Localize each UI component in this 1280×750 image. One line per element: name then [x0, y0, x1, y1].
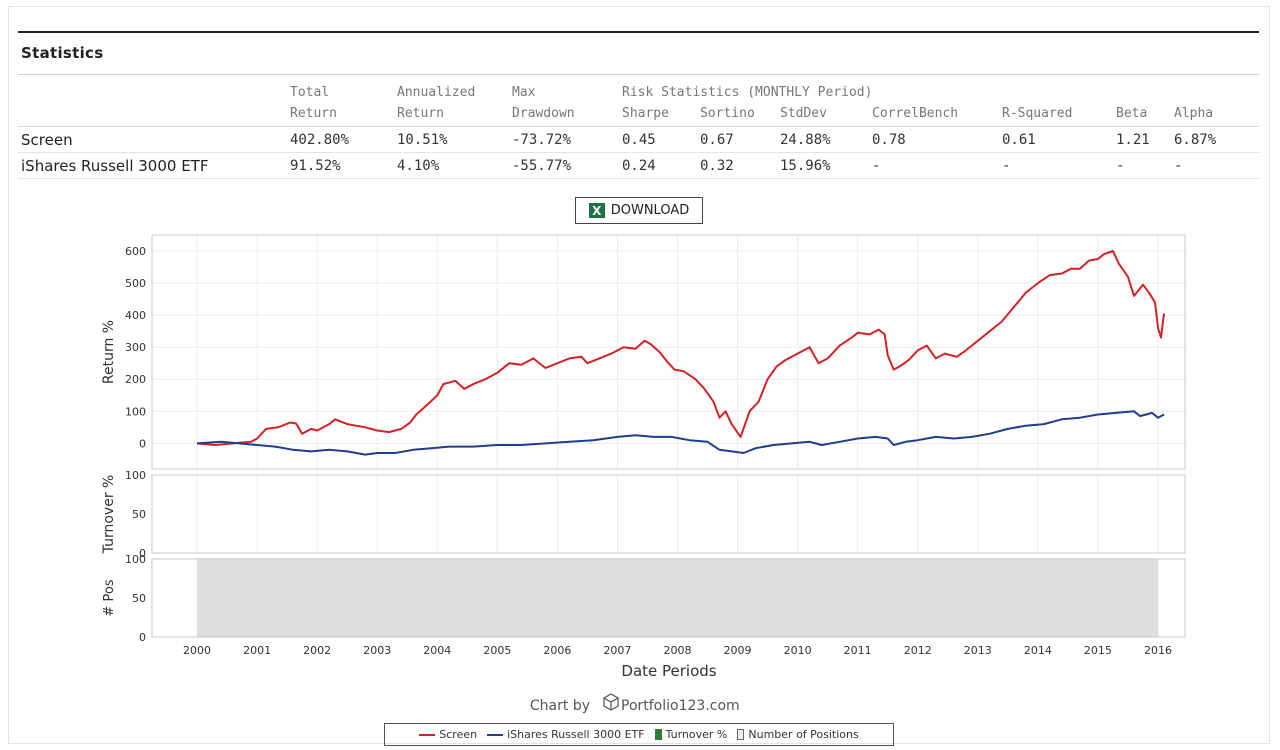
- annualized-return-cell: 4.10%: [397, 152, 512, 179]
- alpha-cell: 6.87%: [1174, 126, 1259, 153]
- col-header: Total: [290, 85, 330, 100]
- chart-legend: Screen iShares Russell 3000 ETF Turnover…: [384, 723, 894, 746]
- alpha-cell: -: [1174, 152, 1259, 179]
- legend-swatch: [654, 729, 662, 740]
- legend-swatch: [419, 733, 436, 736]
- max-drawdown-cell: -55.77%: [512, 152, 622, 179]
- legend-label: Turnover %: [665, 728, 728, 741]
- legend-swatch: [737, 729, 745, 740]
- r-squared-cell: -: [1002, 152, 1116, 179]
- col-header: Sortino: [700, 100, 780, 127]
- excel-icon: X: [588, 203, 605, 218]
- correl-bench-cell: -: [872, 152, 1002, 179]
- legend-label: iShares Russell 3000 ETF: [507, 728, 645, 741]
- total-return-cell: 91.52%: [290, 152, 397, 179]
- max-drawdown-cell: -73.72%: [512, 126, 622, 153]
- title-divider: [18, 74, 1259, 75]
- r-squared-cell: 0.61: [1002, 126, 1116, 153]
- total-return-cell: 402.80%: [290, 126, 397, 153]
- legend-item-screen[interactable]: Screen: [419, 728, 477, 741]
- stddev-cell: 15.96%: [780, 152, 872, 179]
- stddev-cell: 24.88%: [780, 126, 872, 153]
- row-name: Screen: [18, 126, 290, 153]
- col-header: Annualized: [397, 85, 476, 100]
- col-header: Max: [512, 85, 536, 100]
- beta-cell: -: [1116, 152, 1174, 179]
- row-name: iShares Russell 3000 ETF: [18, 152, 290, 179]
- statistics-table: Total Annualized Max Risk Statistics (MO…: [18, 76, 1259, 179]
- sharpe-cell: 0.45: [622, 126, 700, 153]
- stats-panel-frame: [8, 6, 1270, 744]
- col-header: Drawdown: [512, 100, 622, 127]
- col-header: Beta: [1116, 100, 1174, 127]
- annualized-return-cell: 10.51%: [397, 126, 512, 153]
- sharpe-cell: 0.24: [622, 152, 700, 179]
- sortino-cell: 0.32: [700, 152, 780, 179]
- legend-label: Number of Positions: [748, 728, 859, 741]
- download-button[interactable]: X DOWNLOAD: [575, 197, 703, 224]
- legend-swatch: [487, 733, 504, 736]
- top-rule: [18, 31, 1259, 33]
- col-header: R-Squared: [1002, 100, 1116, 127]
- legend-item-positions[interactable]: Number of Positions: [737, 728, 859, 741]
- col-header: Return: [397, 100, 512, 127]
- sortino-cell: 0.67: [700, 126, 780, 153]
- col-header: Alpha: [1174, 100, 1259, 127]
- correl-bench-cell: 0.78: [872, 126, 1002, 153]
- legend-item-turnover[interactable]: Turnover %: [654, 728, 728, 741]
- header-row-top: Total Annualized Max Risk Statistics (MO…: [18, 76, 1259, 100]
- download-label: DOWNLOAD: [610, 203, 690, 218]
- section-title: Statistics: [21, 44, 104, 62]
- header-row-bottom: Return Return Drawdown Sharpe Sortino St…: [18, 100, 1259, 127]
- col-header: Sharpe: [622, 100, 700, 127]
- table-row: Screen 402.80% 10.51% -73.72% 0.45 0.67 …: [18, 126, 1259, 153]
- risk-statistics-header: Risk Statistics (MONTHLY Period): [622, 85, 873, 100]
- col-header: Return: [290, 100, 397, 127]
- legend-label: Screen: [439, 728, 478, 741]
- legend-item-benchmark[interactable]: iShares Russell 3000 ETF: [487, 728, 645, 741]
- col-header: StdDev: [780, 100, 872, 127]
- beta-cell: 1.21: [1116, 126, 1174, 153]
- table-row: iShares Russell 3000 ETF 91.52% 4.10% -5…: [18, 152, 1259, 179]
- col-header: CorrelBench: [872, 100, 1002, 127]
